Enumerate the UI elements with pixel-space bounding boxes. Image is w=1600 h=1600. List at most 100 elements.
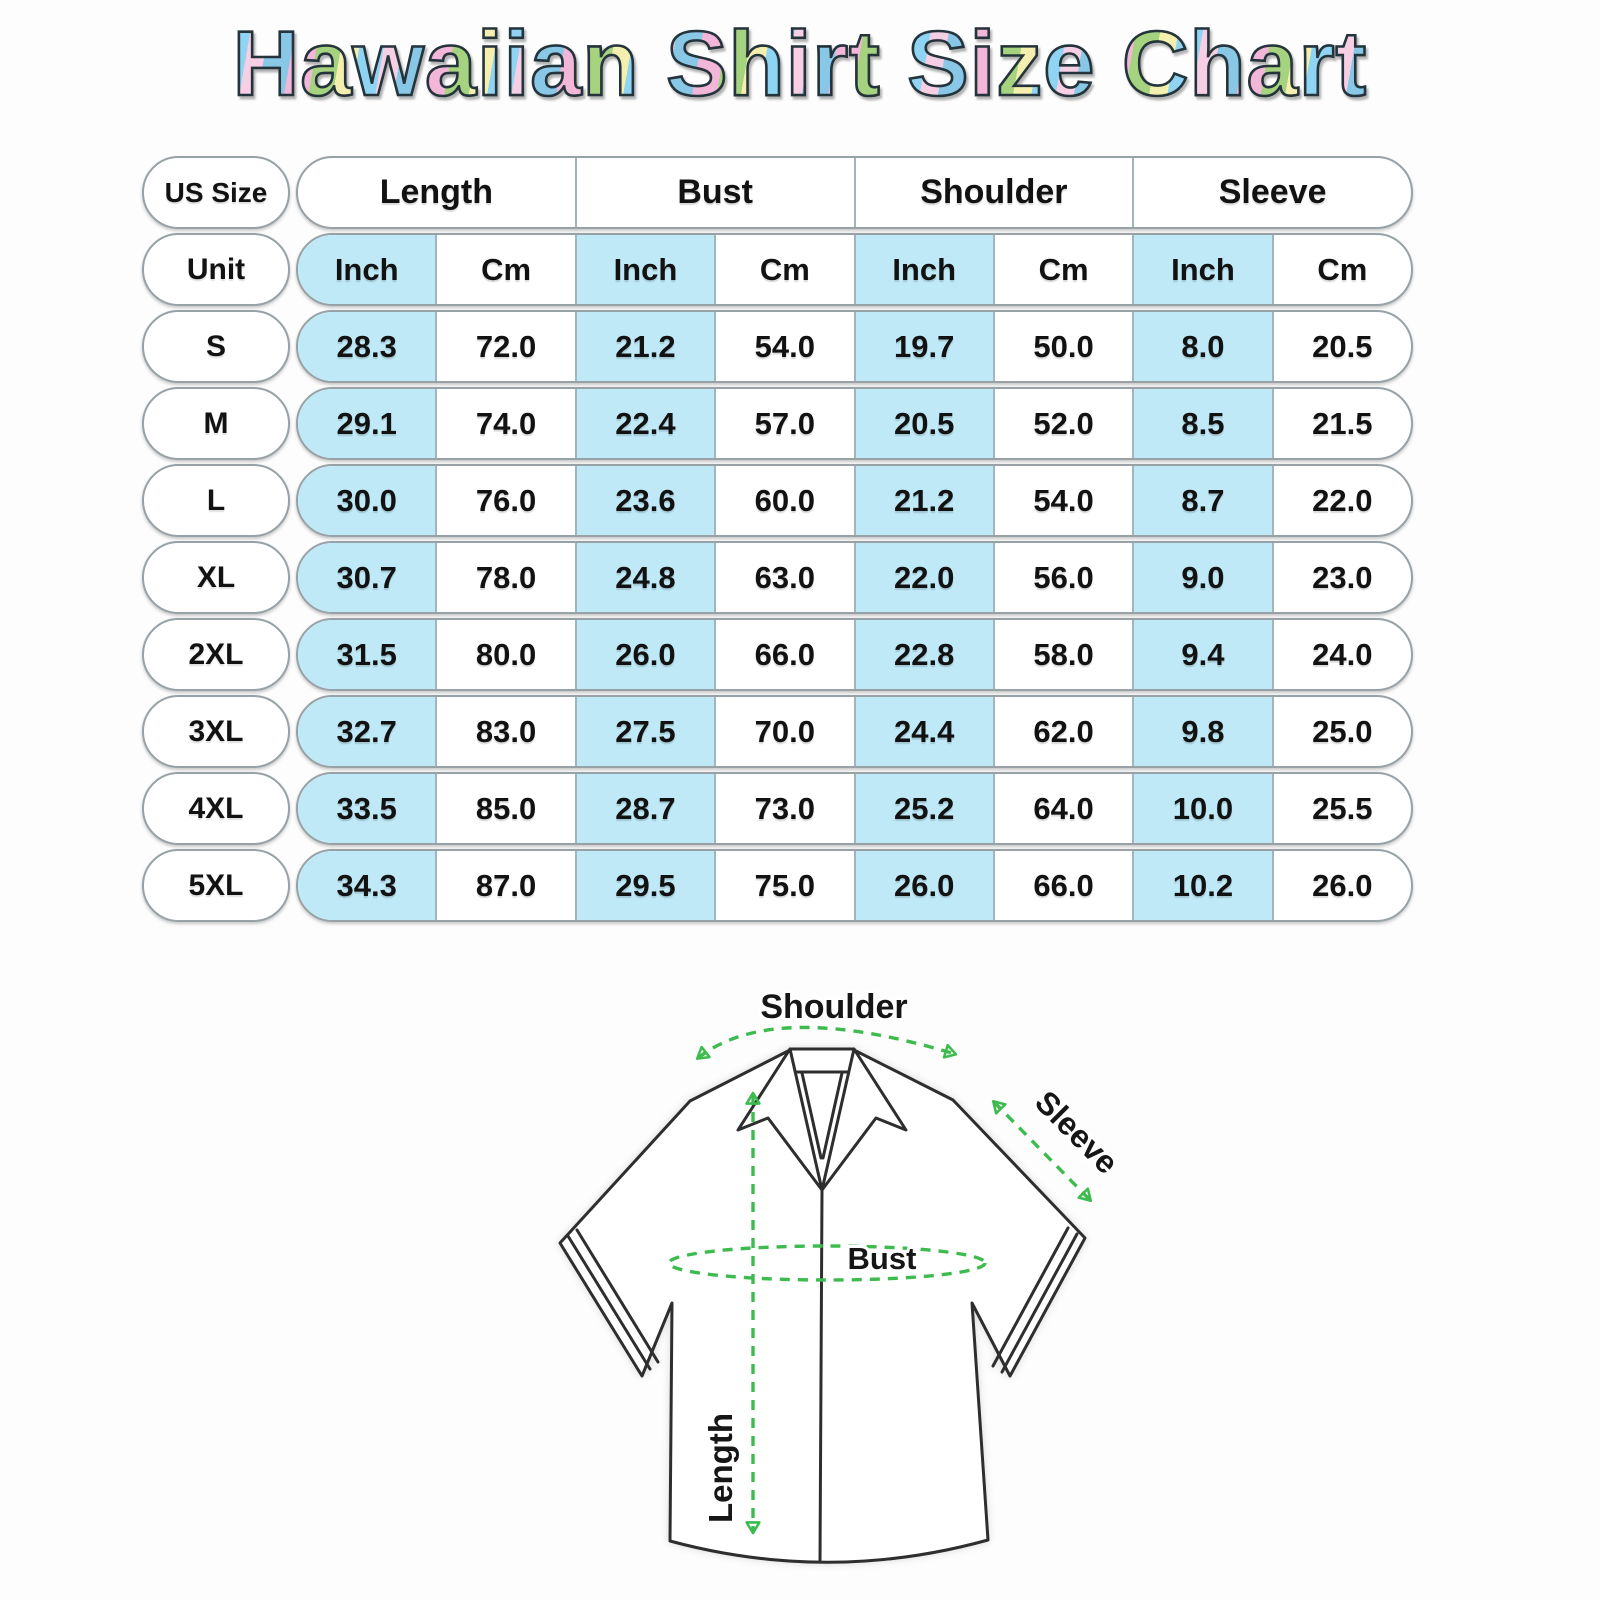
unit-cell-2: Inch <box>576 235 717 304</box>
value-cell: 24.4 <box>855 697 995 766</box>
value-cell: 26.0 <box>1312 867 1373 903</box>
value-cell: 50.0 <box>995 312 1135 381</box>
value-cell: 26.0 <box>855 851 995 920</box>
page-title: Hawaiian Shirt Size Chart <box>0 12 1600 117</box>
size-label-S: S <box>142 310 290 383</box>
value-cell: 57.0 <box>716 389 856 458</box>
unit-cell-7: Cm <box>1317 251 1368 287</box>
value-cell: 66.0 <box>716 620 856 689</box>
table-header-row: US Size Length Bust Shoulder Sleeve <box>142 156 1413 229</box>
value-cell: 87.0 <box>437 851 577 920</box>
value-cell: 20.5 <box>1312 328 1373 364</box>
value-cell: 22.0 <box>1312 482 1373 518</box>
value-cell: 75.0 <box>716 851 856 920</box>
value-cell: 28.7 <box>576 774 717 843</box>
shirt-cuff-lines <box>566 1226 1079 1374</box>
unit-cell-1: Cm <box>437 235 577 304</box>
value-cell: 83.0 <box>437 697 577 766</box>
value-cell: 56.0 <box>995 543 1135 612</box>
value-cell: 24.0 <box>1312 636 1373 672</box>
value-cell: 24.8 <box>576 543 717 612</box>
size-row-L: L 30.0 76.0 23.6 60.0 21.2 54.0 8.7 22.0 <box>142 464 1413 537</box>
value-cell: 58.0 <box>995 620 1135 689</box>
size-row-band: 32.7 83.0 27.5 70.0 24.4 62.0 9.8 25.0 <box>296 695 1413 768</box>
size-chart-table: US Size Length Bust Shoulder Sleeve Unit… <box>142 156 1413 926</box>
value-cell: 63.0 <box>716 543 856 612</box>
unit-cell-6: Inch <box>1134 235 1274 304</box>
value-cell: 31.5 <box>298 620 438 689</box>
shoulder-arrow <box>695 1025 958 1060</box>
value-cell: 78.0 <box>437 543 577 612</box>
size-label-4XL: 4XL <box>142 772 290 845</box>
value-cell: 10.0 <box>1134 774 1274 843</box>
value-cell: 22.8 <box>855 620 995 689</box>
size-row-3XL: 3XL 32.7 83.0 27.5 70.0 24.4 62.0 9.8 25.0 <box>142 695 1413 768</box>
value-cell: 62.0 <box>995 697 1135 766</box>
size-row-2XL: 2XL 31.5 80.0 26.0 66.0 22.8 58.0 9.4 24.0 <box>142 618 1413 691</box>
size-row-band: 31.5 80.0 26.0 66.0 22.8 58.0 9.4 24.0 <box>296 618 1413 691</box>
value-cell: 8.0 <box>1134 312 1274 381</box>
value-cell: 9.0 <box>1134 543 1274 612</box>
sleeve-measure-label: Sleeve <box>1028 1084 1125 1181</box>
value-cell: 33.5 <box>298 774 438 843</box>
value-cell: 22.4 <box>576 389 717 458</box>
unit-label-cell: Unit <box>142 233 290 306</box>
value-cell: 21.2 <box>576 312 717 381</box>
value-cell: 8.5 <box>1134 389 1274 458</box>
size-row-S: S 28.3 72.0 21.2 54.0 19.7 50.0 8.0 20.5 <box>142 310 1413 383</box>
size-row-band: 30.7 78.0 24.8 63.0 22.0 56.0 9.0 23.0 <box>296 541 1413 614</box>
value-cell: 70.0 <box>716 697 856 766</box>
size-row-XL: XL 30.7 78.0 24.8 63.0 22.0 56.0 9.0 23.0 <box>142 541 1413 614</box>
size-row-band: 29.1 74.0 22.4 57.0 20.5 52.0 8.5 21.5 <box>296 387 1413 460</box>
sleeve-arrow <box>991 1099 1093 1203</box>
size-row-5XL: 5XL 34.3 87.0 29.5 75.0 26.0 66.0 10.2 26.0 <box>142 849 1413 922</box>
value-cell: 29.1 <box>298 389 438 458</box>
value-cell: 22.0 <box>855 543 995 612</box>
measurement-arrows <box>667 1025 1093 1535</box>
size-row-band: 28.3 72.0 21.2 54.0 19.7 50.0 8.0 20.5 <box>296 310 1413 383</box>
unit-cell-0: Inch <box>298 235 438 304</box>
value-cell: 54.0 <box>716 312 856 381</box>
unit-cell-3: Cm <box>716 235 856 304</box>
column-group-band: Length Bust Shoulder Sleeve <box>296 156 1413 229</box>
value-cell: 23.6 <box>576 466 717 535</box>
value-cell: 8.7 <box>1134 466 1274 535</box>
value-cell: 54.0 <box>995 466 1135 535</box>
value-cell: 85.0 <box>437 774 577 843</box>
unit-cell-4: Inch <box>855 235 995 304</box>
size-label-2XL: 2XL <box>142 618 290 691</box>
size-row-band: 34.3 87.0 29.5 75.0 26.0 66.0 10.2 26.0 <box>296 849 1413 922</box>
value-cell: 76.0 <box>437 466 577 535</box>
shirt-placket <box>818 1188 824 1564</box>
value-cell: 25.5 <box>1312 790 1373 826</box>
value-cell: 21.5 <box>1312 405 1373 441</box>
shirt-right-lapel <box>820 1047 908 1192</box>
value-cell: 21.2 <box>855 466 995 535</box>
corner-cell-us-size: US Size <box>142 156 290 229</box>
unit-band: Inch Cm Inch Cm Inch Cm Inch Cm <box>296 233 1413 306</box>
size-row-band: 33.5 85.0 28.7 73.0 25.2 64.0 10.0 25.5 <box>296 772 1413 845</box>
length-measure-label: Length <box>702 1413 739 1523</box>
value-cell: 66.0 <box>995 851 1135 920</box>
size-label-L: L <box>142 464 290 537</box>
value-cell: 74.0 <box>437 389 577 458</box>
shirt-outline <box>558 1047 1087 1564</box>
value-cell: 30.7 <box>298 543 438 612</box>
value-cell: 80.0 <box>437 620 577 689</box>
value-cell: 9.8 <box>1134 697 1274 766</box>
shirt-inner-neck <box>800 1071 844 1160</box>
value-cell: 64.0 <box>995 774 1135 843</box>
table-body: S 28.3 72.0 21.2 54.0 19.7 50.0 8.0 20.5 M 29.1 74.… <box>142 310 1413 922</box>
unit-row: Unit Inch Cm Inch Cm Inch Cm Inch Cm <box>142 233 1413 306</box>
value-cell: 34.3 <box>298 851 438 920</box>
value-cell: 27.5 <box>576 697 717 766</box>
bust-ellipse <box>667 1244 987 1282</box>
value-cell: 25.2 <box>855 774 995 843</box>
shoulder-measure-label: Shoulder <box>760 988 907 1026</box>
shirt-measurement-diagram: Shoulder Sleeve Bust Length <box>558 985 1128 1564</box>
size-row-4XL: 4XL 33.5 85.0 28.7 73.0 25.2 64.0 10.0 25.5 <box>142 772 1413 845</box>
value-cell: 30.0 <box>298 466 438 535</box>
column-group-sleeve: Sleeve <box>1218 173 1327 211</box>
value-cell: 25.0 <box>1312 713 1373 749</box>
value-cell: 19.7 <box>855 312 995 381</box>
